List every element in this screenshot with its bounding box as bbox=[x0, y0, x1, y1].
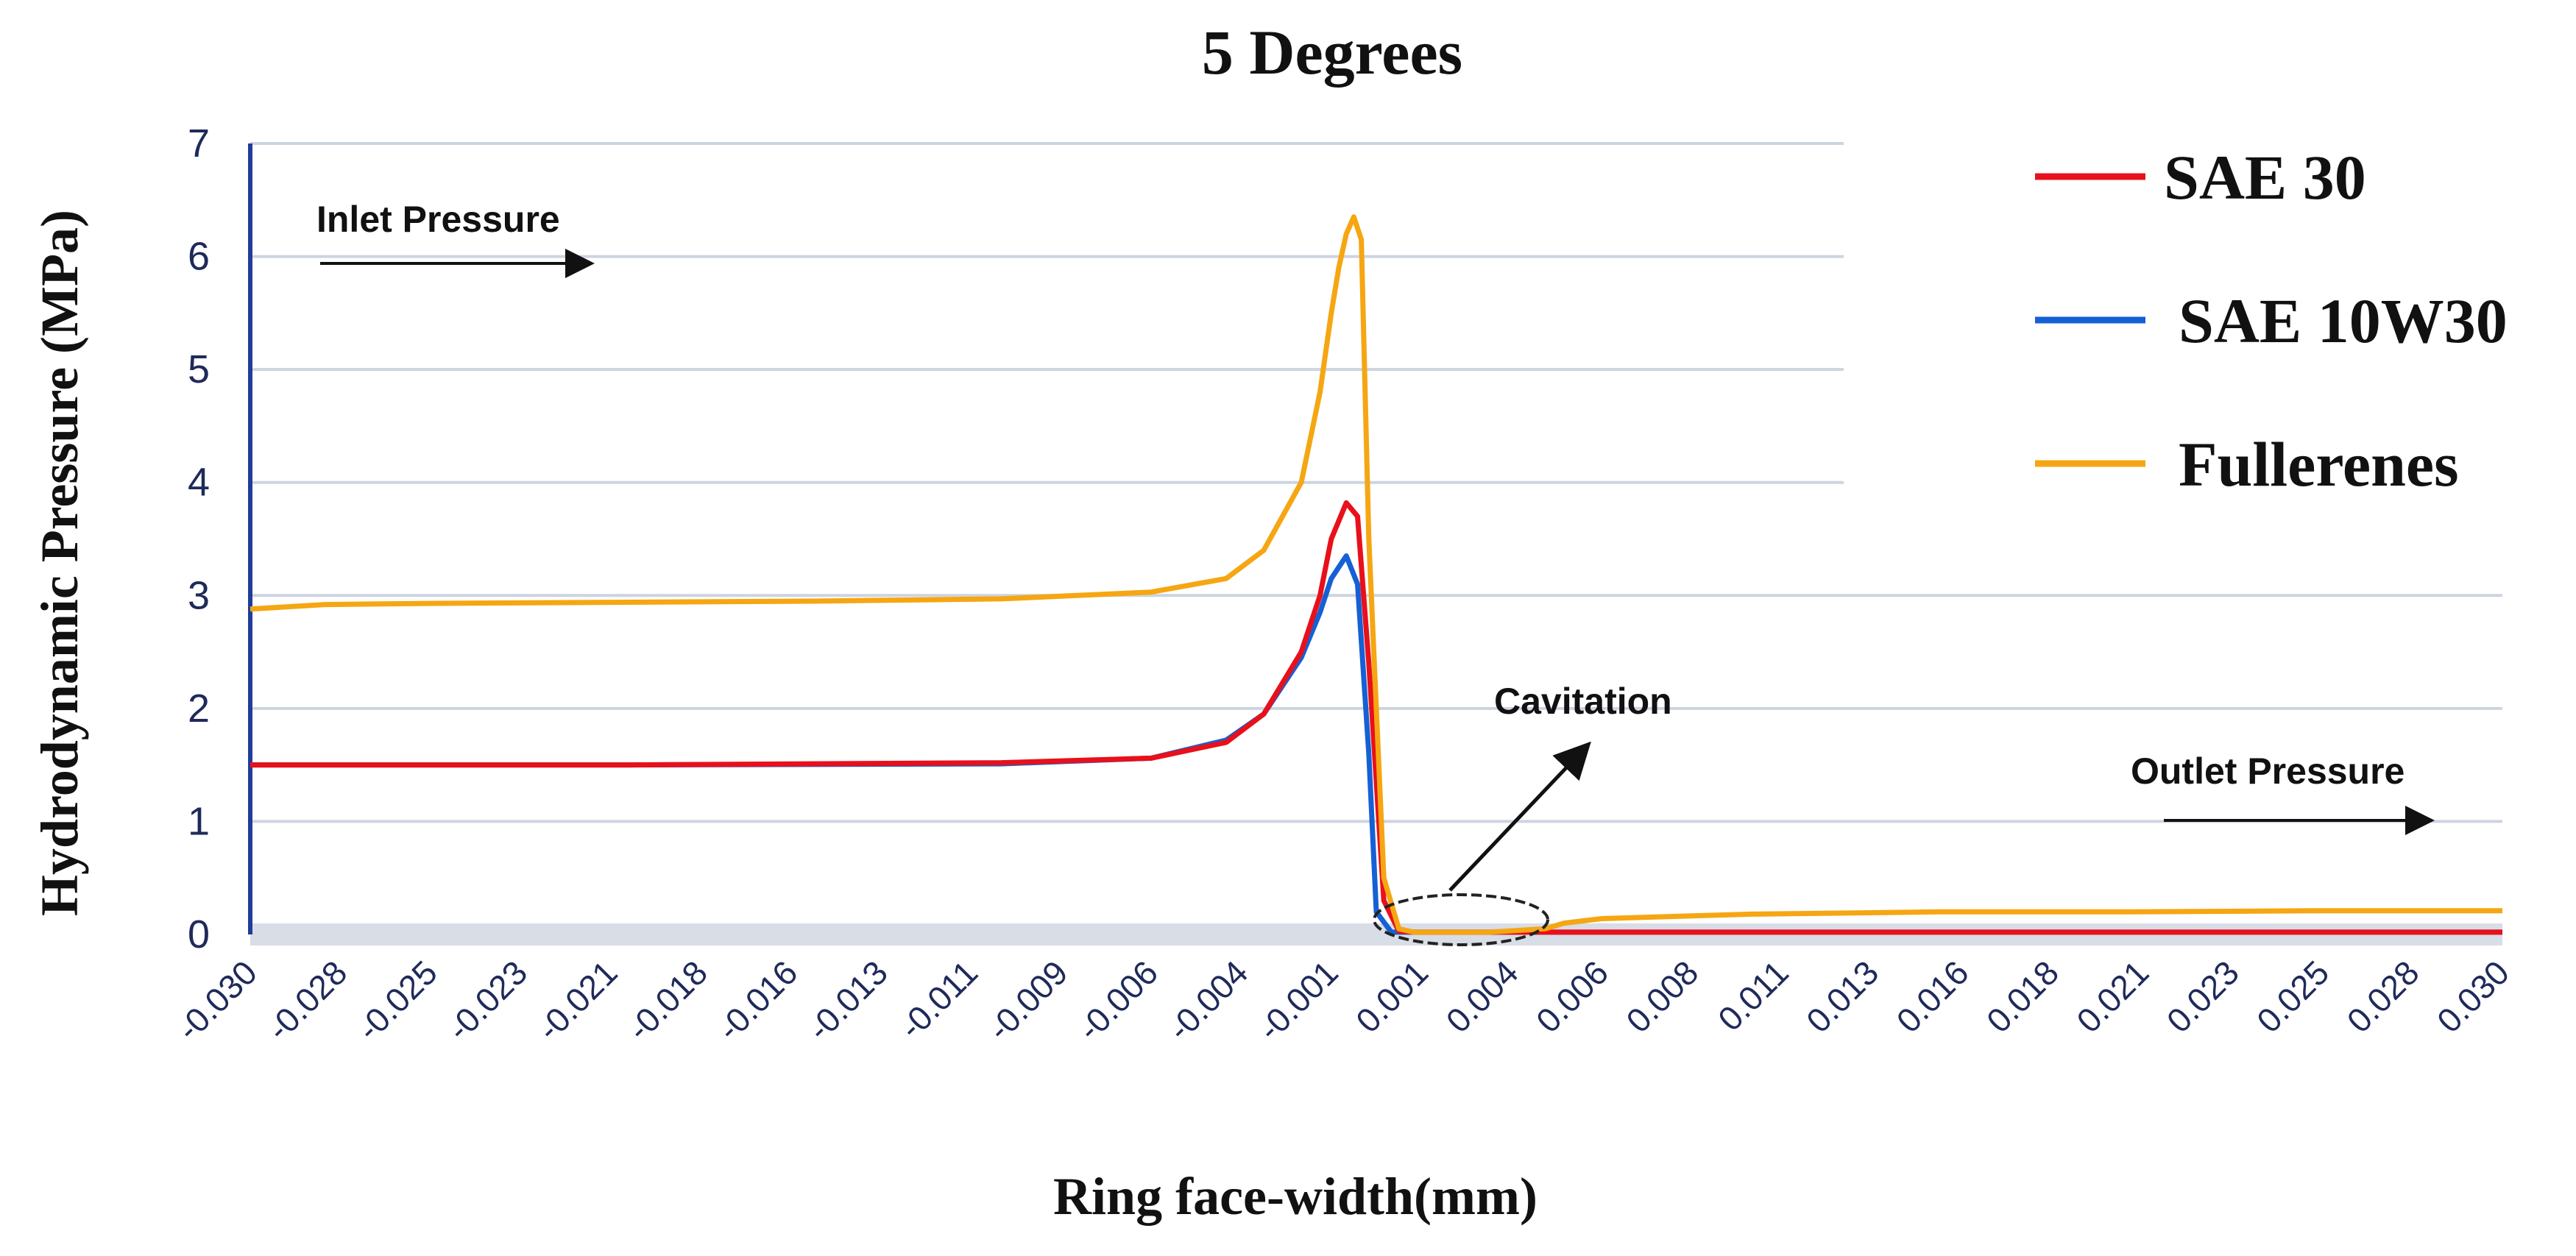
y-tick-label: 1 bbox=[188, 799, 210, 843]
x-tick-label: -0.004 bbox=[1160, 953, 1255, 1048]
x-tick-label: 0.008 bbox=[1618, 953, 1705, 1040]
x-tick-label: 0.028 bbox=[2339, 953, 2426, 1040]
outlet-annotation: Outlet Pressure bbox=[2131, 751, 2435, 835]
y-tick-label: 6 bbox=[188, 235, 210, 279]
x-tick-label: -0.028 bbox=[259, 953, 354, 1048]
x-tick-labels: -0.030-0.028-0.025-0.023-0.021-0.018-0.0… bbox=[169, 953, 2516, 1048]
cavitation-annotation: Cavitation bbox=[1373, 681, 1672, 946]
y-tick-label: 7 bbox=[188, 121, 210, 166]
x-tick-label: -0.016 bbox=[710, 953, 804, 1048]
x-tick-label: 0.011 bbox=[1710, 953, 1796, 1038]
x-tick-label: 0.023 bbox=[2159, 953, 2246, 1040]
legend-label: Fullerenes bbox=[2179, 429, 2459, 500]
x-tick-label: 0.013 bbox=[1799, 953, 1886, 1040]
x-tick-label: -0.006 bbox=[1070, 953, 1165, 1048]
x-tick-label: 0.021 bbox=[2069, 953, 2156, 1040]
x-tick-label: -0.023 bbox=[439, 953, 534, 1048]
legend-label: SAE 30 bbox=[2164, 142, 2366, 213]
cavitation-arrow bbox=[1448, 741, 1591, 892]
y-tick-label: 0 bbox=[188, 912, 210, 957]
x-tick-label: -0.025 bbox=[350, 953, 445, 1048]
x-axis-label: Ring face-width(mm) bbox=[1053, 1167, 1538, 1226]
cavitation-region bbox=[1373, 893, 1549, 946]
legend-label: SAE 10W30 bbox=[2179, 285, 2508, 356]
chart-title: 5 Degrees bbox=[1202, 17, 1462, 88]
x-tick-label: -0.030 bbox=[169, 953, 264, 1048]
x-tick-label: -0.018 bbox=[620, 953, 715, 1048]
y-axis-label: Hydrodynamic Pressure (MPa) bbox=[30, 210, 89, 916]
x-tick-label: -0.011 bbox=[892, 953, 986, 1046]
x-tick-label: -0.013 bbox=[800, 953, 895, 1048]
series-line-fullerenes bbox=[250, 214, 2502, 935]
x-tick-label: 0.016 bbox=[1889, 953, 1975, 1040]
outlet-label: Outlet Pressure bbox=[2131, 751, 2405, 792]
x-tick-label: 0.006 bbox=[1529, 953, 1616, 1040]
x-tick-label: -0.021 bbox=[530, 953, 625, 1048]
cavitation-label: Cavitation bbox=[1494, 681, 1672, 722]
inlet-label: Inlet Pressure bbox=[316, 199, 560, 240]
series-lines bbox=[250, 214, 2502, 935]
x-tick-label: -0.009 bbox=[980, 953, 1075, 1048]
x-tick-label: 0.018 bbox=[1979, 953, 2066, 1040]
inlet-annotation: Inlet Pressure bbox=[316, 199, 595, 278]
x-tick-label: 0.025 bbox=[2249, 953, 2336, 1040]
y-tick-label: 4 bbox=[188, 461, 210, 505]
x-tick-label: 0.004 bbox=[1438, 953, 1525, 1040]
y-tick-labels: 0 1 2 3 4 5 6 7 bbox=[188, 121, 210, 957]
y-tick-label: 2 bbox=[188, 686, 210, 731]
x-tick-label: 0.030 bbox=[2430, 953, 2516, 1040]
grid-lines bbox=[250, 142, 2502, 823]
x-tick-label: 0.001 bbox=[1348, 953, 1435, 1040]
series-line-sae-30 bbox=[250, 500, 2502, 935]
y-tick-label: 3 bbox=[188, 573, 210, 617]
legend: SAE 30 SAE 10W30 Fullerenes bbox=[2035, 142, 2508, 500]
x-tick-label: -0.001 bbox=[1250, 953, 1345, 1048]
y-tick-label: 5 bbox=[188, 347, 210, 391]
